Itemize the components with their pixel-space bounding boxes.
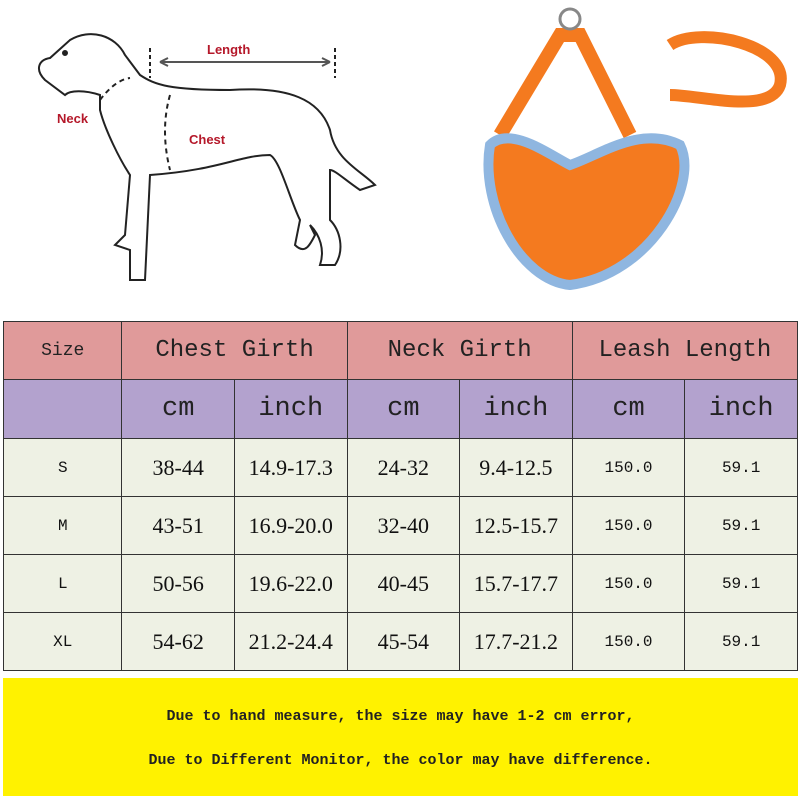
unit-cell: inch <box>233 379 348 439</box>
length-label: Length <box>207 42 251 57</box>
neck-inch: 15.7-17.7 <box>459 554 573 613</box>
unit-blank <box>2 379 123 439</box>
size-cell: L <box>2 554 123 613</box>
harness-and-leash-image <box>483 7 787 291</box>
neck-cm: 24-32 <box>346 438 461 497</box>
harness-icon <box>483 133 690 291</box>
leash-inch: 59.1 <box>684 438 798 497</box>
header-leash-length: Leash Length <box>571 321 799 380</box>
leash-inch: 59.1 <box>684 496 798 555</box>
header-chest-girth: Chest Girth <box>121 321 348 380</box>
chest-cm: 50-56 <box>121 554 235 613</box>
leash-inch: 59.1 <box>684 554 798 613</box>
unit-cell: cm <box>121 379 235 439</box>
dog-outline <box>38 33 377 281</box>
neck-label: Neck <box>57 111 89 126</box>
table-row: S 38-44 14.9-17.3 24-32 9.4-12.5 150.0 5… <box>2 438 798 497</box>
table-row: M 43-51 16.9-20.0 32-40 12.5-15.7 150.0 … <box>2 496 798 555</box>
unit-cell: cm <box>346 379 461 439</box>
unit-cell: inch <box>459 379 573 439</box>
neck-cm: 32-40 <box>346 496 461 555</box>
leash-icon <box>666 31 787 108</box>
header-neck-girth: Neck Girth <box>346 321 573 380</box>
chest-inch: 16.9-20.0 <box>233 496 348 555</box>
dog-measurement-diagram <box>38 33 377 281</box>
unit-cell: cm <box>571 379 686 439</box>
chest-cm: 54-62 <box>121 612 235 671</box>
chest-inch: 21.2-24.4 <box>233 612 348 671</box>
chest-inch: 14.9-17.3 <box>233 438 348 497</box>
leash-cm: 150.0 <box>571 612 686 671</box>
unit-cell: inch <box>684 379 798 439</box>
neck-inch: 17.7-21.2 <box>459 612 573 671</box>
table-row: XL 54-62 21.2-24.4 45-54 17.7-21.2 150.0… <box>2 612 798 671</box>
neck-cm: 40-45 <box>346 554 461 613</box>
disclaimer-line: Due to hand measure, the size may have 1… <box>166 708 635 725</box>
leash-inch: 59.1 <box>684 612 798 671</box>
table-row: L 50-56 19.6-22.0 40-45 15.7-17.7 150.0 … <box>2 554 798 613</box>
chest-inch: 19.6-22.0 <box>233 554 348 613</box>
leash-cm: 150.0 <box>571 438 686 497</box>
neck-cm: 45-54 <box>346 612 461 671</box>
leash-cm: 150.0 <box>571 554 686 613</box>
chest-label: Chest <box>189 132 226 147</box>
neck-inch: 9.4-12.5 <box>459 438 573 497</box>
neck-inch: 12.5-15.7 <box>459 496 573 555</box>
disclaimer-box: Due to hand measure, the size may have 1… <box>3 678 798 796</box>
size-cell: S <box>2 438 123 497</box>
disclaimer-line: Due to Different Monitor, the color may … <box>148 752 653 769</box>
chest-cm: 43-51 <box>121 496 235 555</box>
size-table: Size Chest Girth Neck Girth Leash Length… <box>2 321 799 671</box>
size-cell: XL <box>2 612 123 671</box>
chest-cm: 38-44 <box>121 438 235 497</box>
header-size: Size <box>2 321 123 380</box>
leash-cm: 150.0 <box>571 496 686 555</box>
size-cell: M <box>2 496 123 555</box>
